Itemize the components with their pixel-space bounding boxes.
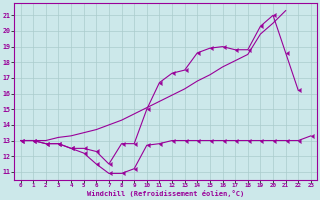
X-axis label: Windchill (Refroidissement éolien,°C): Windchill (Refroidissement éolien,°C) [87, 190, 244, 197]
